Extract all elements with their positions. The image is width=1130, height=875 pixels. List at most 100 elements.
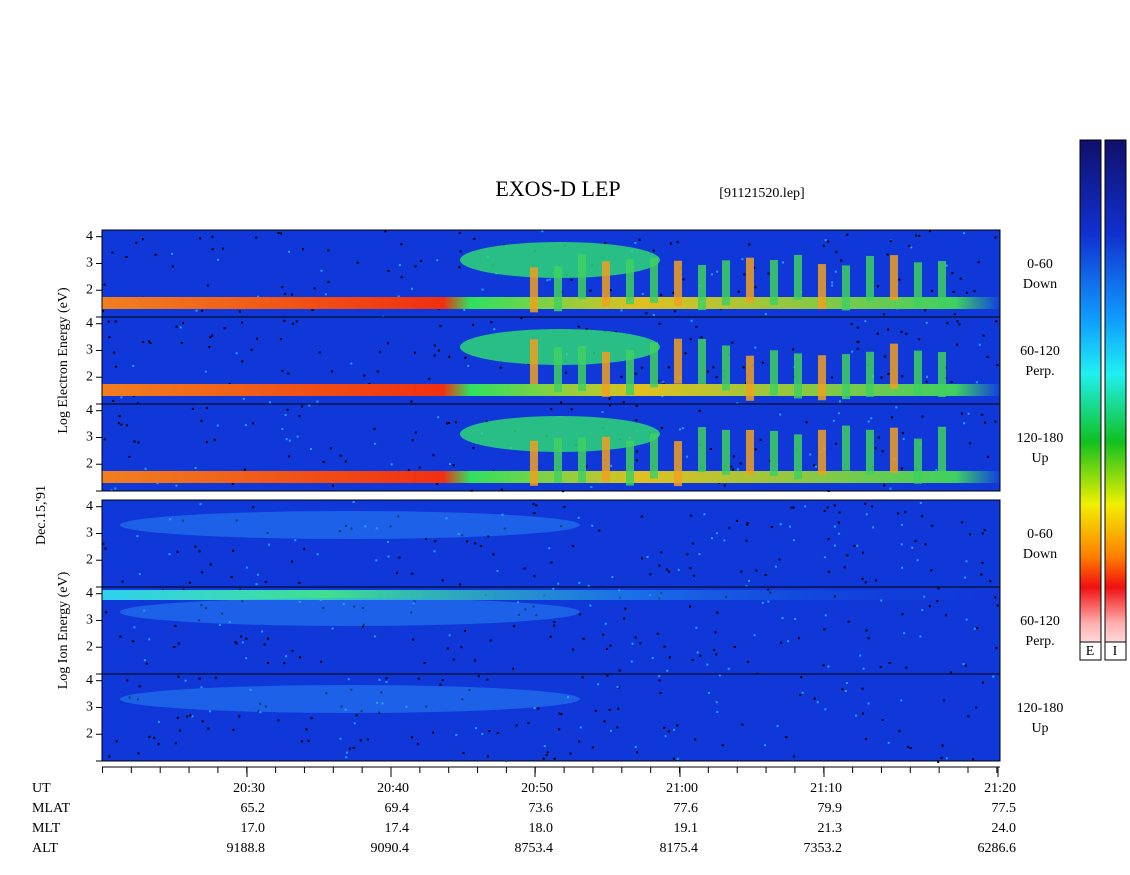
- noise: [767, 272, 770, 275]
- noise: [935, 468, 938, 471]
- noise: [423, 662, 426, 665]
- noise: [413, 351, 416, 354]
- noise: [672, 291, 675, 294]
- noise: [931, 289, 934, 292]
- noise: [666, 669, 669, 672]
- noise: [360, 710, 363, 713]
- noise: [696, 651, 699, 654]
- noise: [199, 237, 202, 240]
- ephemeris-value: 21.3: [818, 821, 843, 836]
- noise: [832, 419, 835, 422]
- ephemeris-value: 65.2: [241, 801, 266, 816]
- noise: [550, 408, 553, 411]
- noise: [548, 547, 551, 550]
- noise: [433, 550, 436, 553]
- noise: [578, 581, 581, 584]
- noise: [356, 261, 359, 264]
- noise: [969, 533, 972, 536]
- ephemeris-value: 21:10: [810, 781, 842, 796]
- noise: [405, 705, 408, 708]
- noise: [977, 261, 980, 264]
- noise: [945, 264, 948, 267]
- noise: [958, 323, 961, 326]
- noise: [973, 290, 976, 293]
- noise: [239, 588, 242, 591]
- spectrogram-burst: [866, 429, 874, 475]
- noise: [616, 685, 619, 688]
- noise: [228, 621, 231, 624]
- noise: [859, 654, 862, 657]
- noise: [827, 570, 830, 573]
- noise: [737, 290, 740, 293]
- noise: [716, 710, 719, 713]
- noise: [903, 632, 906, 635]
- noise: [833, 525, 836, 528]
- noise: [339, 737, 342, 740]
- noise: [425, 537, 428, 540]
- noise: [108, 336, 111, 339]
- noise: [387, 269, 390, 272]
- group-label: Log Electron Energy (eV): [56, 287, 71, 434]
- noise: [302, 248, 305, 251]
- noise: [856, 347, 859, 350]
- noise: [213, 438, 216, 441]
- noise: [684, 352, 687, 355]
- noise: [176, 550, 179, 553]
- noise: [436, 259, 439, 262]
- noise: [373, 427, 376, 430]
- noise: [513, 625, 516, 628]
- noise: [995, 320, 998, 323]
- noise: [542, 757, 545, 760]
- noise: [174, 742, 177, 745]
- noise: [730, 465, 733, 468]
- panel-angle: 120-180: [1017, 431, 1064, 446]
- noise: [180, 342, 183, 345]
- noise: [145, 662, 148, 665]
- noise: [376, 370, 379, 373]
- noise: [441, 679, 444, 682]
- noise: [138, 685, 141, 688]
- noise: [833, 504, 836, 507]
- noise: [378, 678, 381, 681]
- spectrogram-burst: [794, 434, 802, 480]
- noise: [919, 635, 922, 638]
- noise: [733, 645, 736, 648]
- noise: [883, 313, 886, 316]
- noise: [200, 571, 203, 574]
- noise: [879, 666, 882, 669]
- noise: [589, 604, 592, 607]
- noise: [972, 758, 975, 761]
- noise: [604, 622, 607, 625]
- spectrogram-burst: [674, 441, 682, 487]
- spectrogram-burst: [650, 257, 658, 303]
- noise: [182, 519, 185, 522]
- noise: [585, 465, 588, 468]
- noise: [410, 736, 413, 739]
- noise: [813, 697, 816, 700]
- noise: [387, 555, 390, 558]
- noise: [558, 712, 561, 715]
- noise: [305, 728, 308, 731]
- noise: [115, 740, 118, 743]
- ephemeris-value: 18.0: [529, 821, 554, 836]
- noise: [712, 366, 715, 369]
- noise: [874, 579, 877, 582]
- noise: [347, 678, 350, 681]
- noise: [982, 334, 985, 337]
- noise: [682, 278, 685, 281]
- noise: [291, 322, 294, 325]
- noise: [864, 320, 867, 323]
- noise: [883, 484, 886, 487]
- noise: [850, 323, 853, 326]
- noise: [352, 501, 355, 504]
- noise: [660, 426, 663, 429]
- noise: [965, 560, 968, 563]
- panel-angle: 120-180: [1017, 701, 1064, 716]
- spectrogram-burst: [770, 350, 778, 396]
- noise: [284, 292, 287, 295]
- noise: [264, 705, 267, 708]
- noise: [532, 503, 535, 506]
- noise: [770, 525, 773, 528]
- noise: [175, 325, 178, 328]
- noise: [950, 381, 953, 384]
